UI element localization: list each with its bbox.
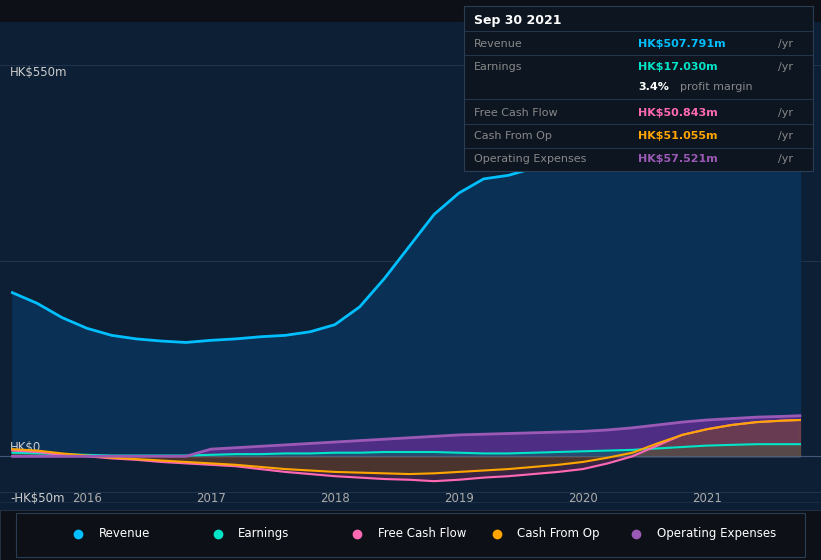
Text: Revenue: Revenue [99,528,150,540]
Text: HK$17.030m: HK$17.030m [639,62,718,72]
Text: Revenue: Revenue [475,39,523,49]
Text: /yr: /yr [778,62,793,72]
Text: Free Cash Flow: Free Cash Flow [378,528,466,540]
Text: 2021: 2021 [692,492,722,505]
Text: 2016: 2016 [72,492,102,505]
Text: Free Cash Flow: Free Cash Flow [475,108,558,118]
Text: /yr: /yr [778,108,793,118]
Text: 3.4%: 3.4% [639,82,669,91]
Text: Earnings: Earnings [238,528,290,540]
Text: 2017: 2017 [196,492,226,505]
Text: HK$550m: HK$550m [10,67,67,80]
Text: /yr: /yr [778,39,793,49]
Text: 2020: 2020 [568,492,598,505]
Text: HK$51.055m: HK$51.055m [639,131,718,141]
Text: HK$50.843m: HK$50.843m [639,108,718,118]
Text: HK$57.521m: HK$57.521m [639,154,718,164]
Text: Earnings: Earnings [475,62,523,72]
Text: /yr: /yr [778,131,793,141]
Text: Sep 30 2021: Sep 30 2021 [475,14,562,27]
Text: 2019: 2019 [444,492,474,505]
Text: HK$0: HK$0 [10,441,41,454]
Text: Operating Expenses: Operating Expenses [475,154,587,164]
Text: HK$507.791m: HK$507.791m [639,39,726,49]
Text: 2018: 2018 [320,492,350,505]
Text: profit margin: profit margin [680,82,753,91]
Text: Cash From Op: Cash From Op [517,528,599,540]
Text: Cash From Op: Cash From Op [475,131,553,141]
Text: -HK$50m: -HK$50m [10,492,64,505]
Text: /yr: /yr [778,154,793,164]
Text: Operating Expenses: Operating Expenses [657,528,776,540]
